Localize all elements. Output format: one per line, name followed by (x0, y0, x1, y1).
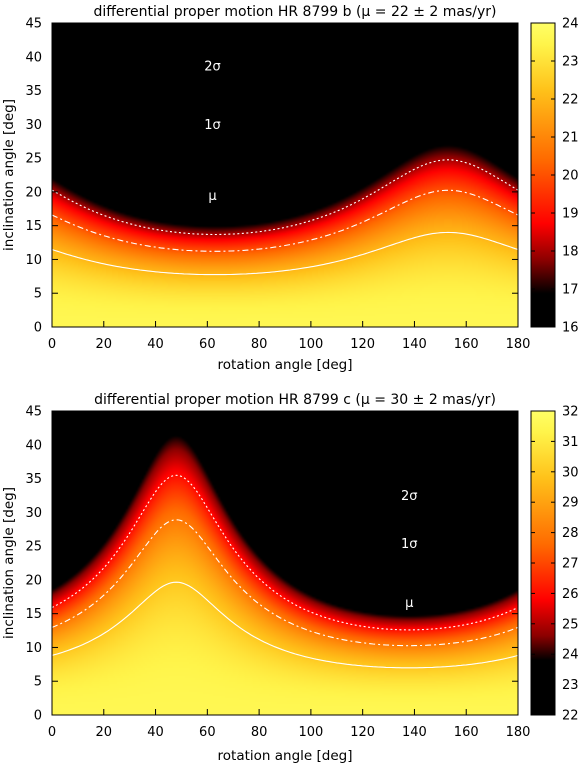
x-tick-label: 20 (96, 337, 113, 352)
y-tick-label: 15 (25, 219, 42, 234)
colorbar-tick-label: 23 (562, 678, 579, 693)
colorbar-tick-label: 32 (562, 405, 579, 420)
y-axis-label: inclination angle [deg] (1, 487, 17, 639)
y-axis-label: inclination angle [deg] (1, 99, 17, 251)
heatmap-surface (52, 23, 518, 327)
x-tick-label: 100 (298, 337, 323, 352)
x-tick-label: 160 (454, 337, 479, 352)
contour-μ (51, 231, 519, 276)
y-tick-label: 20 (25, 185, 42, 200)
colorbar-tick-label: 29 (562, 496, 579, 511)
contour-1σ (51, 519, 519, 647)
y-tick-label: 45 (25, 17, 42, 32)
contour-label: 1σ (401, 537, 418, 552)
y-tick-label: 0 (34, 321, 42, 336)
colorbar-tick-label: 30 (562, 465, 579, 480)
chart-title: differential proper motion HR 8799 c (μ … (94, 392, 496, 408)
x-tick-label: 20 (96, 725, 113, 740)
chart-title: differential proper motion HR 8799 b (μ … (94, 4, 497, 20)
x-axis-label: rotation angle [deg] (218, 748, 353, 764)
y-tick-label: 25 (25, 540, 42, 555)
y-tick-label: 40 (25, 438, 42, 453)
colorbar-tick-label: 16 (562, 321, 579, 336)
colorbar-tick-label: 20 (562, 169, 579, 184)
colorbar-tick-label: 22 (562, 93, 579, 108)
y-tick-label: 25 (25, 152, 42, 167)
plot-frame (51, 22, 519, 328)
contour-1σ (51, 189, 519, 252)
y-tick-label: 10 (25, 253, 42, 268)
y-tick-label: 40 (25, 50, 42, 65)
colorbar-tick-label: 21 (562, 131, 579, 146)
y-tick-label: 35 (25, 84, 42, 99)
x-tick-label: 40 (147, 725, 164, 740)
x-tick-label: 60 (199, 725, 216, 740)
y-tick-label: 15 (25, 607, 42, 622)
x-axis-label: rotation angle [deg] (218, 357, 353, 373)
colorbar-tick-label: 19 (562, 207, 579, 222)
contour-label: μ (208, 189, 216, 204)
contour-label: μ (405, 596, 413, 611)
colorbar-tick-label: 17 (562, 283, 579, 298)
colorbar-tick-label: 28 (562, 526, 579, 541)
colorbar-tick-label: 24 (562, 17, 579, 32)
y-tick-label: 5 (34, 675, 42, 690)
x-tick-label: 140 (402, 337, 427, 352)
colorbar-tick-label: 31 (562, 435, 579, 450)
y-tick-label: 20 (25, 573, 42, 588)
y-tick-label: 30 (25, 506, 42, 521)
contour-label: 1σ (204, 118, 221, 133)
contour-label: 2σ (204, 59, 221, 74)
contour-2σ (51, 474, 519, 631)
x-tick-label: 140 (402, 725, 427, 740)
colorbar-tick-label: 22 (562, 709, 579, 724)
x-tick-label: 0 (48, 337, 56, 352)
colorbar-tick-label: 18 (562, 245, 579, 260)
x-tick-label: 100 (298, 725, 323, 740)
y-tick-label: 10 (25, 641, 42, 656)
y-tick-label: 45 (25, 405, 42, 420)
y-tick-label: 0 (34, 709, 42, 724)
x-tick-label: 0 (48, 725, 56, 740)
colorbar-tick-label: 27 (562, 557, 579, 572)
colorbar-tick-label: 23 (562, 55, 579, 70)
chart-panel-b: μ 1σ 2σ 0 20 40 60 80 100 120 140 160 180 0 5 10 15 20 25 3… (1, 4, 579, 373)
colorbar-tick-label: 24 (562, 648, 579, 663)
colorbar-tick-label: 26 (562, 587, 579, 602)
y-tick-label: 35 (25, 472, 42, 487)
x-tick-label: 80 (251, 725, 268, 740)
y-tick-label: 30 (25, 118, 42, 133)
x-tick-label: 160 (454, 725, 479, 740)
x-tick-label: 80 (251, 337, 268, 352)
contour-μ (51, 581, 519, 669)
y-tick-label: 5 (34, 287, 42, 302)
x-tick-label: 120 (350, 725, 375, 740)
colorbar-tick-label: 25 (562, 617, 579, 632)
x-tick-label: 180 (506, 337, 531, 352)
x-tick-label: 180 (506, 725, 531, 740)
heatmap-surface (52, 411, 518, 715)
plot-frame (51, 410, 519, 716)
x-tick-label: 120 (350, 337, 375, 352)
contour-label: 2σ (401, 489, 418, 504)
chart-panel-c: μ 1σ 2σ 0 20 40 60 80 100 120 140 160 180 0 5 10 15 20 25 3… (1, 392, 579, 764)
x-tick-label: 60 (199, 337, 216, 352)
x-tick-label: 40 (147, 337, 164, 352)
